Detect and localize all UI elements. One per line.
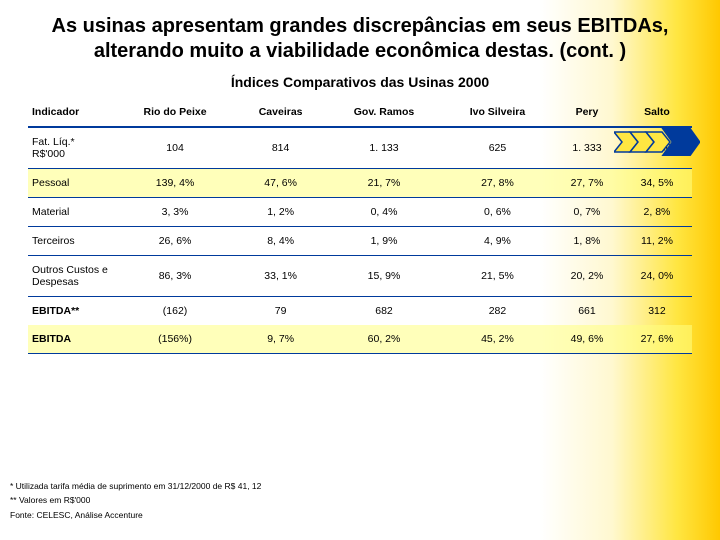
- row-label: Fat. Líq.* R$'000: [28, 127, 114, 169]
- cell: 34, 5%: [622, 169, 692, 198]
- footnote-1: * Utilizada tarifa média de suprimento e…: [10, 479, 261, 493]
- cell: 47, 6%: [236, 169, 325, 198]
- table-row: Terceiros26, 6%8, 4%1, 9%4, 9%1, 8%11, 2…: [28, 227, 692, 256]
- cell: 8, 4%: [236, 227, 325, 256]
- cell: 15, 9%: [325, 256, 443, 297]
- cell: 24, 0%: [622, 256, 692, 297]
- table-row: EBITDA(156%)9, 7%60, 2%45, 2%49, 6%27, 6…: [28, 325, 692, 354]
- col-ivo-silveira: Ivo Silveira: [443, 98, 552, 127]
- table-row: EBITDA**(162)79682282661312: [28, 297, 692, 326]
- col-rio-do-peixe: Rio do Peixe: [114, 98, 236, 127]
- cell: 9, 7%: [236, 325, 325, 354]
- row-label: EBITDA**: [28, 297, 114, 326]
- table-row: Outros Custos e Despesas86, 3%33, 1%15, …: [28, 256, 692, 297]
- col-indicador: Indicador: [28, 98, 114, 127]
- footnote-2: ** Valores em R$'000: [10, 493, 261, 507]
- cell: (156%): [114, 325, 236, 354]
- row-label: Pessoal: [28, 169, 114, 198]
- cell: 2, 8%: [622, 198, 692, 227]
- cell: 27, 7%: [552, 169, 622, 198]
- cell: 79: [236, 297, 325, 326]
- cell: 27, 6%: [622, 325, 692, 354]
- cell: 682: [325, 297, 443, 326]
- cell: 312: [622, 297, 692, 326]
- footnote-3: Fonte: CELESC, Análise Accenture: [10, 508, 261, 522]
- cell: 86, 3%: [114, 256, 236, 297]
- table-row: Pessoal139, 4%47, 6%21, 7%27, 8%27, 7%34…: [28, 169, 692, 198]
- data-table: Indicador Rio do Peixe Caveiras Gov. Ram…: [28, 98, 692, 354]
- table-body: Fat. Líq.* R$'0001048141. 1336251. 3331.…: [28, 127, 692, 354]
- row-label: Terceiros: [28, 227, 114, 256]
- cell: 1. 333: [552, 127, 622, 169]
- cell: 661: [552, 297, 622, 326]
- table-header-row: Indicador Rio do Peixe Caveiras Gov. Ram…: [28, 98, 692, 127]
- cell: 104: [114, 127, 236, 169]
- cell: 11, 2%: [622, 227, 692, 256]
- table-row: Material3, 3%1, 2%0, 4%0, 6%0, 7%2, 8%: [28, 198, 692, 227]
- footnotes: * Utilizada tarifa média de suprimento e…: [10, 479, 261, 522]
- cell: (162): [114, 297, 236, 326]
- cell: 139, 4%: [114, 169, 236, 198]
- cell: 3, 3%: [114, 198, 236, 227]
- col-caveiras: Caveiras: [236, 98, 325, 127]
- col-pery: Pery: [552, 98, 622, 127]
- cell: 45, 2%: [443, 325, 552, 354]
- cell: 26, 6%: [114, 227, 236, 256]
- cell: 33, 1%: [236, 256, 325, 297]
- cell: 0, 7%: [552, 198, 622, 227]
- cell: 1, 9%: [325, 227, 443, 256]
- cell: 20, 2%: [552, 256, 622, 297]
- cell: 21, 5%: [443, 256, 552, 297]
- cell: 21, 7%: [325, 169, 443, 198]
- row-label: Material: [28, 198, 114, 227]
- table-row: Fat. Líq.* R$'0001048141. 1336251. 3331.…: [28, 127, 692, 169]
- row-label: EBITDA: [28, 325, 114, 354]
- cell: 49, 6%: [552, 325, 622, 354]
- page-title: As usinas apresentam grandes discrepânci…: [0, 0, 720, 68]
- cell: 1, 2%: [236, 198, 325, 227]
- cell: 0, 4%: [325, 198, 443, 227]
- col-salto: Salto: [622, 98, 692, 127]
- cell: 282: [443, 297, 552, 326]
- cell: 1, 8%: [552, 227, 622, 256]
- cell: 60, 2%: [325, 325, 443, 354]
- col-gov-ramos: Gov. Ramos: [325, 98, 443, 127]
- cell: 4, 9%: [443, 227, 552, 256]
- row-label: Outros Custos e Despesas: [28, 256, 114, 297]
- cell: 1. 133: [325, 127, 443, 169]
- cell: 625: [443, 127, 552, 169]
- page-subtitle: Índices Comparativos das Usinas 2000: [0, 74, 720, 90]
- cell: 814: [236, 127, 325, 169]
- chevron-graphic: [614, 128, 700, 156]
- cell: 27, 8%: [443, 169, 552, 198]
- cell: 0, 6%: [443, 198, 552, 227]
